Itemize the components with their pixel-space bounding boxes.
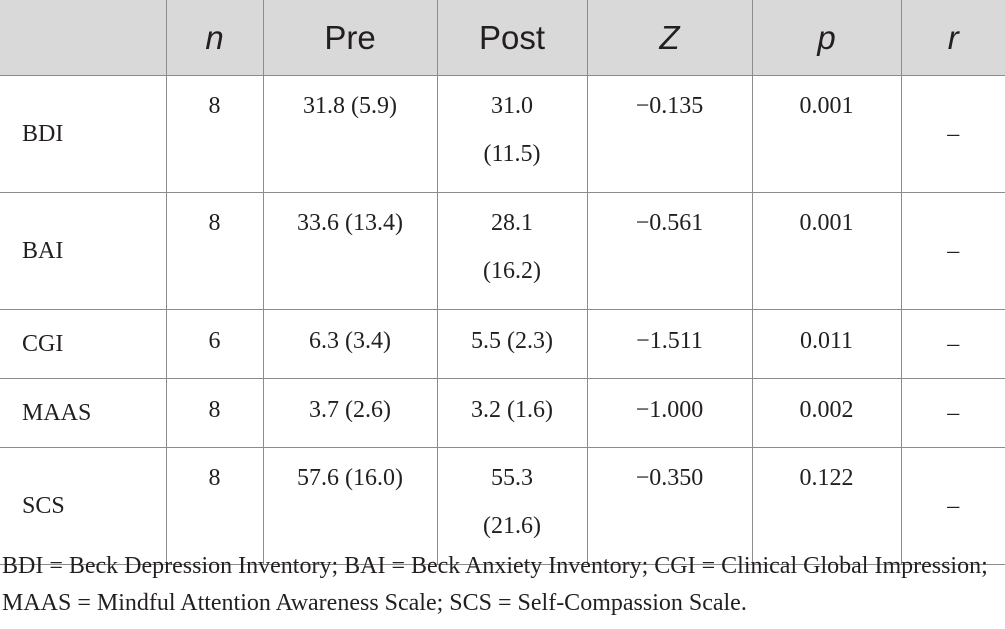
cell-post: 55.3 (21.6) — [436, 447, 587, 565]
table-row: BDI 8 31.8 (5.9) 31.0 (11.5) −0.135 0.00… — [0, 75, 1005, 193]
cell-p: 0.002 — [751, 378, 901, 448]
cell-measure: CGI — [0, 309, 166, 379]
table-header: n Pre Post Z p r — [0, 0, 1005, 76]
cell-z: −1.000 — [586, 378, 752, 448]
cell-post-text: 31.0 (11.5) — [483, 93, 541, 167]
cell-p: 0.001 — [751, 75, 901, 193]
header-post: Post — [436, 0, 587, 76]
header-pre: Pre — [262, 0, 437, 76]
cell-r: – — [900, 378, 1005, 448]
cell-z: −0.135 — [586, 75, 752, 193]
table-row: SCS 8 57.6 (16.0) 55.3 (21.6) −0.350 0.1… — [0, 447, 1005, 565]
table-footnote: BDI = Beck Depression Inventory; BAI = B… — [2, 553, 988, 616]
cell-measure: BDI — [0, 75, 166, 193]
table-row: MAAS 8 3.7 (2.6) 3.2 (1.6) −1.000 0.002 … — [0, 378, 1005, 448]
cell-pre: 57.6 (16.0) — [262, 447, 437, 565]
cell-z: −1.511 — [586, 309, 752, 379]
results-table: n Pre Post Z p r BDI 8 31.8 (5.9) 31.0 (… — [0, 0, 1005, 565]
table-row: BAI 8 33.6 (13.4) 28.1 (16.2) −0.561 0.0… — [0, 192, 1005, 310]
header-n: n — [165, 0, 263, 76]
cell-post-text: 55.3 (21.6) — [483, 465, 541, 539]
cell-n: 8 — [165, 75, 263, 193]
cell-n: 8 — [165, 192, 263, 310]
header-p: p — [751, 0, 901, 76]
cell-r: – — [900, 309, 1005, 379]
cell-pre: 3.7 (2.6) — [262, 378, 437, 448]
cell-post: 5.5 (2.3) — [436, 309, 587, 379]
header-measure — [0, 0, 166, 76]
cell-post: 31.0 (11.5) — [436, 75, 587, 193]
cell-pre: 31.8 (5.9) — [262, 75, 437, 193]
table-body: BDI 8 31.8 (5.9) 31.0 (11.5) −0.135 0.00… — [0, 75, 1005, 565]
cell-r: – — [900, 75, 1005, 193]
cell-n: 8 — [165, 378, 263, 448]
cell-post-text: 28.1 (16.2) — [483, 210, 541, 284]
cell-pre: 33.6 (13.4) — [262, 192, 437, 310]
cell-r: – — [900, 192, 1005, 310]
cell-measure: SCS — [0, 447, 166, 565]
cell-post: 3.2 (1.6) — [436, 378, 587, 448]
cell-post: 28.1 (16.2) — [436, 192, 587, 310]
cell-z: −0.350 — [586, 447, 752, 565]
cell-measure: MAAS — [0, 378, 166, 448]
cell-n: 6 — [165, 309, 263, 379]
cell-pre: 6.3 (3.4) — [262, 309, 437, 379]
cell-measure: BAI — [0, 192, 166, 310]
cell-p: 0.001 — [751, 192, 901, 310]
cell-r: – — [900, 447, 1005, 565]
table-row: CGI 6 6.3 (3.4) 5.5 (2.3) −1.511 0.011 – — [0, 309, 1005, 379]
cell-n: 8 — [165, 447, 263, 565]
header-r: r — [900, 0, 1005, 76]
cell-z: −0.561 — [586, 192, 752, 310]
cell-p: 0.011 — [751, 309, 901, 379]
header-z: Z — [586, 0, 752, 76]
cell-p: 0.122 — [751, 447, 901, 565]
header-row: n Pre Post Z p r — [0, 0, 1005, 76]
